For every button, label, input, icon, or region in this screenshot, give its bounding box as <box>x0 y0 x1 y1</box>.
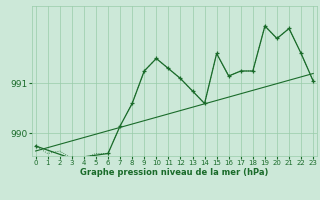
X-axis label: Graphe pression niveau de la mer (hPa): Graphe pression niveau de la mer (hPa) <box>80 168 268 177</box>
